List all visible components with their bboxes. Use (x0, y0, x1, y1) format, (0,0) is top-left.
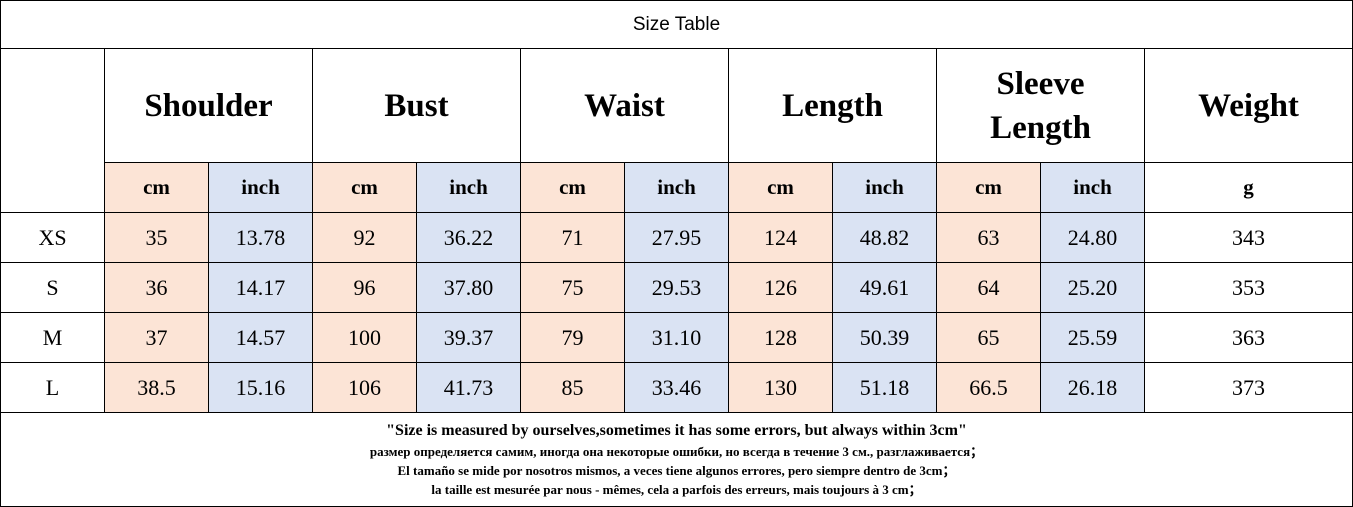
size-value: 130 (728, 362, 833, 413)
unit-header: inch (208, 162, 313, 213)
size-label: S (0, 262, 105, 313)
unit-header: inch (624, 162, 729, 213)
size-value: 49.61 (832, 262, 937, 313)
unit-header: inch (832, 162, 937, 213)
note-line: El tamaño se mide por nosotros mismos, a… (397, 463, 956, 478)
size-label: XS (0, 212, 105, 263)
group-header: Waist (520, 48, 729, 163)
size-value: 41.73 (416, 362, 521, 413)
size-value: 24.80 (1040, 212, 1145, 263)
note-line: "Size is measured by ourselves,sometimes… (386, 422, 967, 439)
size-value: 36 (104, 262, 209, 313)
size-value: 79 (520, 312, 625, 363)
size-value: 31.10 (624, 312, 729, 363)
size-value: 35 (104, 212, 209, 263)
title-cell: Size Table (0, 0, 1353, 49)
size-value: 92 (312, 212, 417, 263)
size-value: 27.95 (624, 212, 729, 263)
size-value: 64 (936, 262, 1041, 313)
size-value: 37.80 (416, 262, 521, 313)
size-value: 71 (520, 212, 625, 263)
corner-cell (0, 48, 105, 213)
group-header: Weight (1144, 48, 1353, 163)
size-value: 38.5 (104, 362, 209, 413)
size-value: 14.57 (208, 312, 313, 363)
size-value: 65 (936, 312, 1041, 363)
unit-header: g (1144, 162, 1353, 213)
size-value: 126 (728, 262, 833, 313)
size-value: 353 (1144, 262, 1353, 313)
size-value: 15.16 (208, 362, 313, 413)
size-value: 29.53 (624, 262, 729, 313)
size-value: 39.37 (416, 312, 521, 363)
size-value: 33.46 (624, 362, 729, 413)
size-label: M (0, 312, 105, 363)
unit-header: cm (520, 162, 625, 213)
notes-cell: "Size is measured by ourselves,sometimes… (0, 412, 1353, 507)
size-value: 124 (728, 212, 833, 263)
size-value: 26.18 (1040, 362, 1145, 413)
group-header: Length (728, 48, 937, 163)
size-value: 85 (520, 362, 625, 413)
size-value: 25.59 (1040, 312, 1145, 363)
size-value: 106 (312, 362, 417, 413)
unit-header: cm (104, 162, 209, 213)
note-line: размер определяется самим, иногда она не… (369, 444, 984, 459)
size-value: 363 (1144, 312, 1353, 363)
size-value: 25.20 (1040, 262, 1145, 313)
size-value: 13.78 (208, 212, 313, 263)
size-value: 36.22 (416, 212, 521, 263)
unit-header: inch (416, 162, 521, 213)
size-value: 75 (520, 262, 625, 313)
group-header: Sleeve Length (936, 48, 1145, 163)
unit-header: cm (728, 162, 833, 213)
size-value: 48.82 (832, 212, 937, 263)
size-value: 100 (312, 312, 417, 363)
size-value: 343 (1144, 212, 1353, 263)
size-value: 66.5 (936, 362, 1041, 413)
size-label: L (0, 362, 105, 413)
size-value: 14.17 (208, 262, 313, 313)
size-value: 63 (936, 212, 1041, 263)
size-value: 51.18 (832, 362, 937, 413)
group-header: Bust (312, 48, 521, 163)
size-value: 50.39 (832, 312, 937, 363)
size-value: 96 (312, 262, 417, 313)
unit-header: inch (1040, 162, 1145, 213)
size-value: 128 (728, 312, 833, 363)
unit-header: cm (312, 162, 417, 213)
note-line: la taille est mesurée par nous - mêmes, … (431, 482, 922, 497)
unit-header: cm (936, 162, 1041, 213)
group-header: Shoulder (104, 48, 313, 163)
size-value: 37 (104, 312, 209, 363)
size-value: 373 (1144, 362, 1353, 413)
